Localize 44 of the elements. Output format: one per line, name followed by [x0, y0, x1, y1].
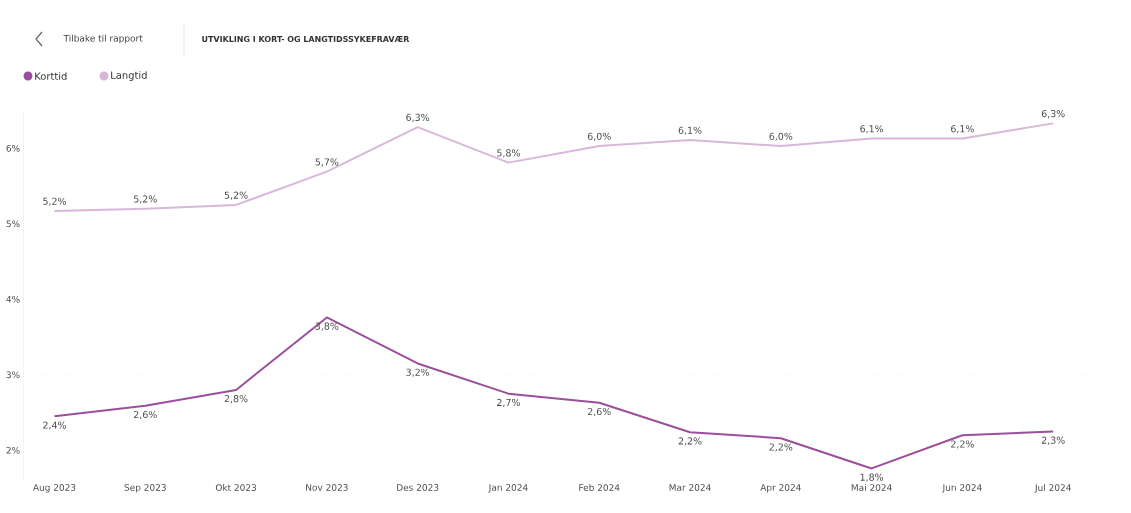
data-label: 2,2%: [951, 440, 974, 449]
y-tick-label: 4%: [6, 295, 20, 303]
data-label: 5,2%: [224, 191, 248, 200]
x-tick-label: Des 2023: [397, 484, 439, 491]
x-tick-label: Mai 2024: [851, 484, 892, 491]
data-label: 6,3%: [406, 113, 430, 122]
y-tick-label: 6%: [6, 144, 20, 152]
legend-label: Langtid: [111, 71, 147, 81]
data-label: 2,4%: [43, 421, 66, 430]
data-label: 2,6%: [587, 407, 611, 417]
data-label: 3,8%: [315, 322, 339, 331]
x-tick-label: Aug 2023: [32, 484, 76, 493]
data-label: 2,2%: [769, 443, 793, 452]
data-label: 2,6%: [133, 410, 157, 420]
legend-label: Korttid: [35, 72, 67, 80]
data-label: 3,2%: [406, 368, 430, 377]
data-label: 2,3%: [1041, 436, 1065, 445]
data-label: 6,1%: [951, 125, 974, 134]
data-label: 5,2%: [43, 197, 66, 206]
x-tick-label: Jul 2024: [1034, 484, 1071, 493]
x-tick-label: Feb 2024: [579, 484, 620, 491]
x-tick-label: Jan 2024: [488, 484, 528, 493]
data-label: 5,7%: [315, 158, 339, 167]
y-tick-label: 2%: [6, 446, 20, 454]
data-label: 6,1%: [678, 126, 702, 135]
text: Tilbake til rapport: [63, 34, 143, 44]
x-tick-label: Nov 2023: [306, 484, 348, 491]
data-label: 2,7%: [497, 398, 520, 407]
x-tick-label: Sep 2023: [124, 484, 166, 493]
data-label: 1,8%: [860, 473, 884, 482]
data-label: 6,1%: [860, 125, 884, 134]
y-tick-label: 5%: [6, 220, 20, 228]
data-label: 6,3%: [1041, 110, 1065, 119]
x-tick-label: Okt 2023: [215, 484, 257, 491]
data-label: 5,8%: [497, 149, 520, 158]
y-tick-label: 3%: [6, 371, 20, 379]
data-label: 5,2%: [133, 195, 157, 204]
data-label: 6,0%: [769, 132, 793, 141]
data-label: 6,0%: [587, 132, 611, 141]
data-label: 2,8%: [224, 395, 248, 404]
x-tick-label: Mar 2024: [669, 484, 711, 491]
x-tick-label: Apr 2024: [760, 484, 801, 493]
x-tick-label: Jun 2024: [942, 484, 982, 493]
data-label: 2,2%: [678, 437, 702, 446]
